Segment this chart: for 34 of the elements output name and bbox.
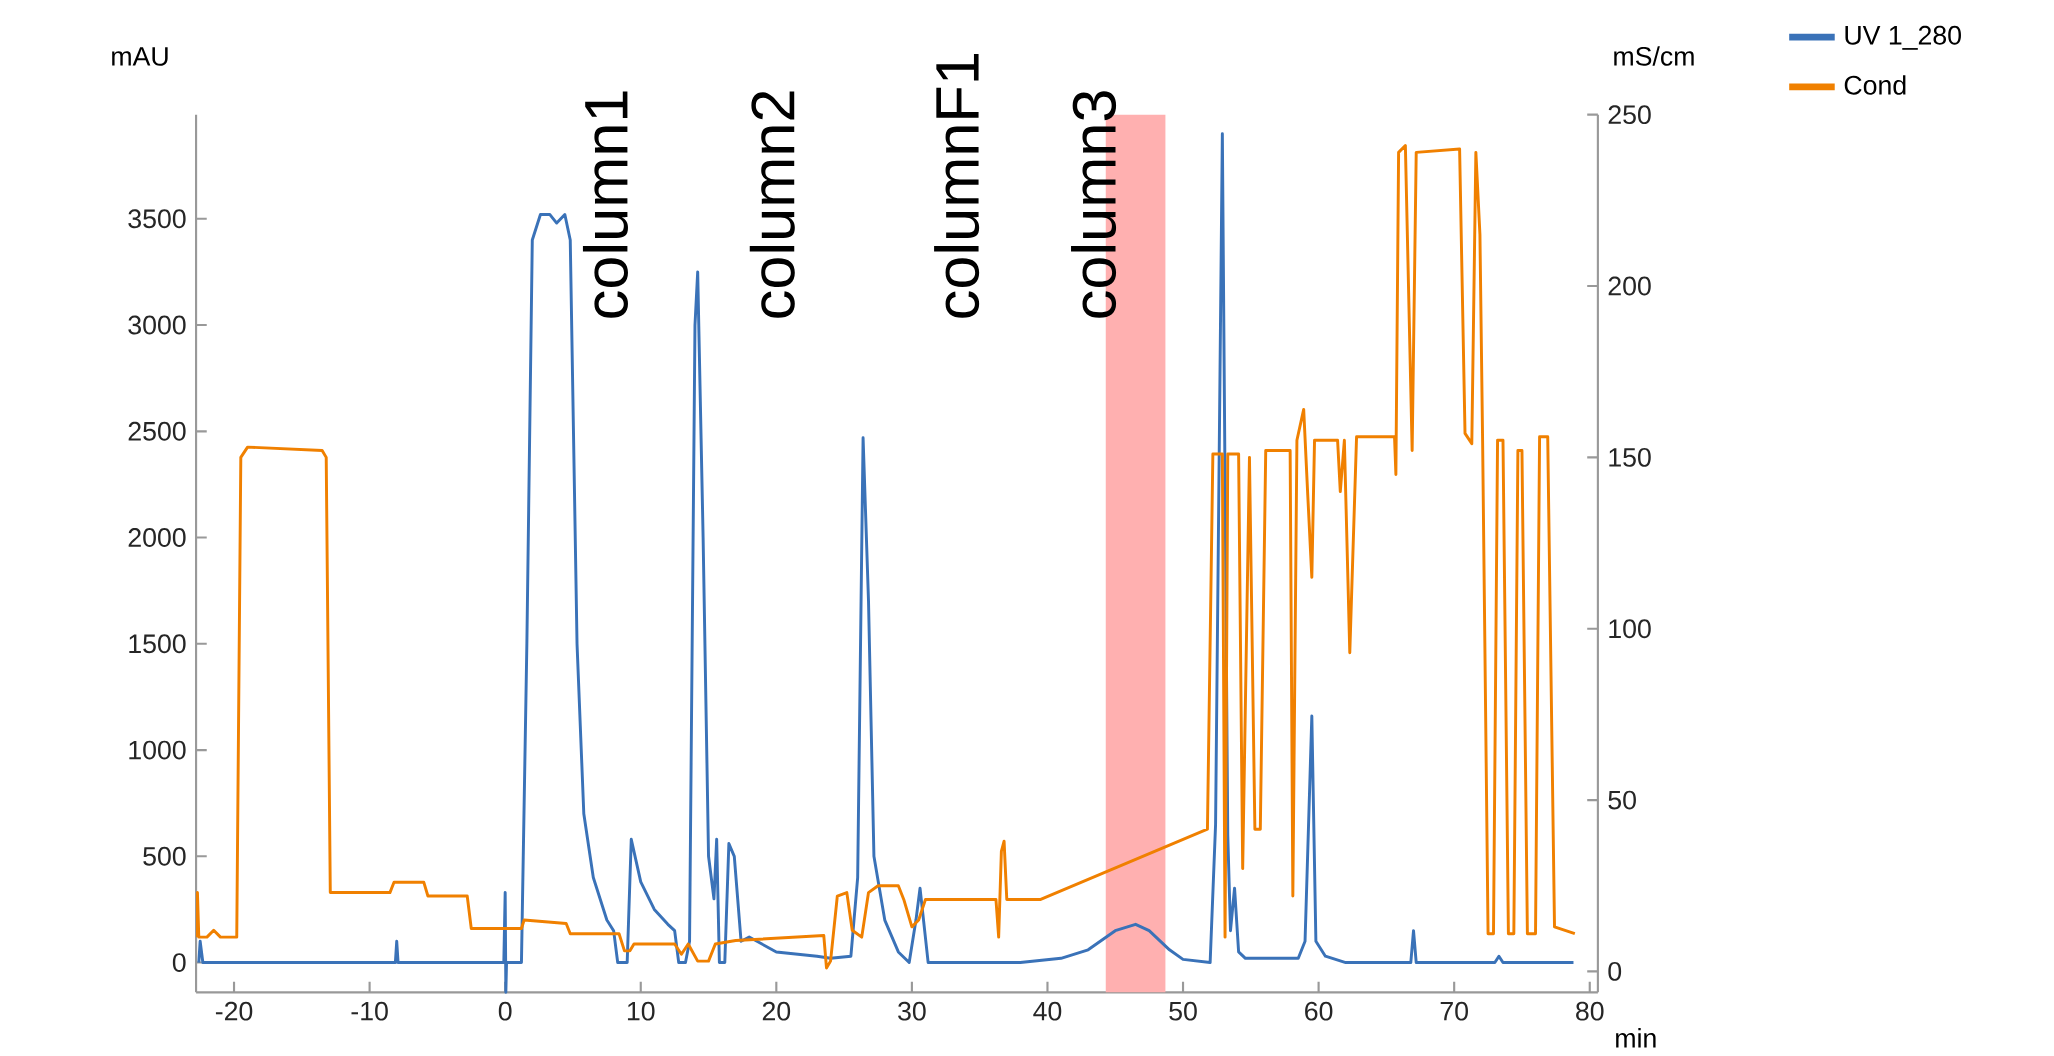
x-axis-title: min (1616, 1027, 1656, 1048)
y2-tick-label: 50 (1608, 790, 1636, 810)
y2-tick-label: 100 (1609, 619, 1651, 639)
y-tick-label: 2000 (128, 527, 186, 547)
y2-tick-label: 0 (1608, 961, 1622, 981)
y-tick-label: 2500 (128, 421, 186, 441)
x-tick-label: 80 (1576, 1001, 1604, 1021)
y-axis-title: mAU (112, 47, 168, 66)
x-tick-label: 50 (1169, 1001, 1197, 1021)
y-tick-label: 3000 (128, 315, 186, 335)
legend-label: UV 1_280 (1845, 25, 1961, 50)
y-tick-label: 3500 (128, 209, 186, 229)
y2-tick-label: 200 (1608, 276, 1651, 296)
x-tick-label: -20 (215, 1001, 253, 1021)
annotation: columnF1 (934, 53, 980, 318)
y-tick-label: 500 (143, 846, 186, 866)
y2-tick-label: 250 (1608, 105, 1651, 124)
y2-axis-title: mS/cm (1614, 46, 1694, 66)
x-tick-label: 60 (1305, 1001, 1333, 1021)
legend-label: Cond (1844, 75, 1906, 95)
y-tick-label: 1500 (129, 634, 186, 654)
x-tick-label: 10 (627, 1001, 655, 1021)
y-tick-label: 1000 (129, 740, 186, 760)
x-tick-label: -10 (351, 1001, 388, 1021)
y-tick-label: 0 (172, 952, 186, 972)
x-tick-label: 0 (498, 1001, 512, 1021)
x-tick-label: 40 (1033, 1001, 1062, 1021)
annotation: column1 (582, 91, 628, 318)
annotation: column3 (1071, 91, 1117, 318)
y2-tick-label: 150 (1609, 447, 1651, 467)
x-tick-label: 20 (762, 1001, 791, 1021)
x-tick-label: 70 (1440, 1001, 1468, 1021)
x-tick-label: 30 (898, 1001, 926, 1021)
annotation: column2 (749, 91, 795, 318)
